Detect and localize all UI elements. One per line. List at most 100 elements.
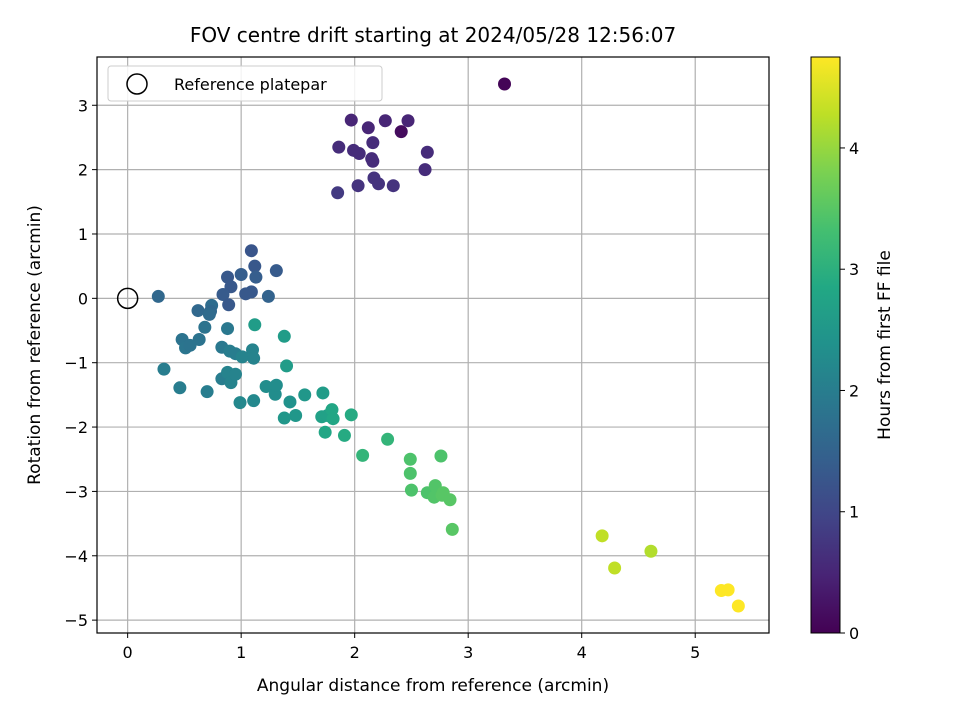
data-point [228,367,242,381]
colorbar-label: Hours from first FF file [875,250,895,440]
x-tick-label: 0 [123,643,133,662]
colorbar-tick-label: 2 [849,381,859,400]
data-point [157,362,171,376]
data-point [280,359,294,373]
data-point [366,154,380,168]
data-point [244,244,258,258]
data-point [244,285,258,299]
data-point [235,350,249,364]
data-point [498,77,512,91]
data-point [337,428,351,442]
y-axis-label: Rotation from reference (arcmin) [25,205,45,485]
x-axis-ticks: 0 1 2 3 4 5 [123,633,700,662]
data-point [151,289,165,303]
data-point [352,147,366,161]
data-point [222,298,236,312]
y-tick-label: −5 [64,611,88,630]
legend-box [107,65,383,102]
data-point [298,388,312,402]
data-point [332,140,346,154]
data-points [116,77,745,613]
data-point [595,529,609,543]
x-axis-label: Angular distance from reference (arcmin) [257,676,609,696]
legend: Reference platepar [107,65,383,102]
x-tick-label: 4 [577,643,587,662]
data-point [316,386,330,400]
data-point [326,412,340,426]
data-point [366,136,380,150]
data-point [249,270,263,284]
legend-entry-reference: Reference platepar [174,75,327,94]
y-tick-label: 0 [78,289,88,308]
data-point [277,411,291,425]
data-point [318,425,332,439]
x-tick-label: 5 [690,643,700,662]
data-point [644,544,658,558]
colorbar-gradient [810,56,841,634]
y-tick-label: −3 [64,482,88,501]
data-point [372,177,386,191]
data-point [434,449,448,463]
data-point [361,121,375,135]
reference-point-marker [116,287,139,310]
data-point [248,318,262,332]
data-point [221,322,235,336]
y-tick-label: 2 [78,161,88,180]
data-point [248,259,262,273]
data-point [721,583,735,597]
legend-marker [126,73,148,95]
data-point [247,394,261,408]
colorbar-ticks: 0 1 2 3 4 [840,139,859,643]
data-point [289,408,303,422]
y-tick-label: −1 [64,354,88,373]
colorbar: 0 1 2 3 4 Hours from first FF file [810,56,895,643]
data-point [173,381,187,395]
y-axis-ticks: 3 2 1 0 −1 −2 −3 −4 −5 [64,96,97,630]
data-point [247,351,261,365]
colorbar-tick-label: 4 [849,139,859,158]
x-tick-label: 2 [350,643,360,662]
plot-frame [96,56,770,634]
data-point [198,320,212,334]
data-point [331,186,345,200]
x-tick-label: 3 [463,643,473,662]
data-point [351,179,365,193]
data-point [202,307,216,321]
data-point [191,304,205,318]
data-point [269,378,283,392]
data-point [381,432,395,446]
data-point [200,385,214,399]
colorbar-tick-label: 3 [849,260,859,279]
y-tick-label: 1 [78,225,88,244]
data-point [234,268,248,282]
data-point [183,338,197,352]
data-point [386,179,400,193]
data-point [344,113,358,127]
x-tick-label: 1 [236,643,246,662]
data-point [283,395,297,409]
data-point [233,396,247,410]
y-tick-label: 3 [78,96,88,115]
y-tick-label: −2 [64,418,88,437]
data-point [378,114,392,128]
data-point [403,466,417,480]
data-point [344,408,358,422]
data-point [418,163,432,177]
colorbar-tick-label: 1 [849,503,859,522]
data-point [401,114,415,128]
data-point [216,287,230,301]
data-point [403,452,417,466]
data-point [445,522,459,536]
chart-title: FOV centre drift starting at 2024/05/28 … [190,23,676,47]
data-point [356,448,370,462]
y-tick-label: −4 [64,547,88,566]
data-point [261,289,275,303]
data-point [608,561,622,575]
data-point [277,329,291,343]
data-point [420,145,434,159]
data-point [259,380,273,394]
data-point [443,493,457,507]
data-point [404,483,418,497]
data-point [394,125,408,139]
